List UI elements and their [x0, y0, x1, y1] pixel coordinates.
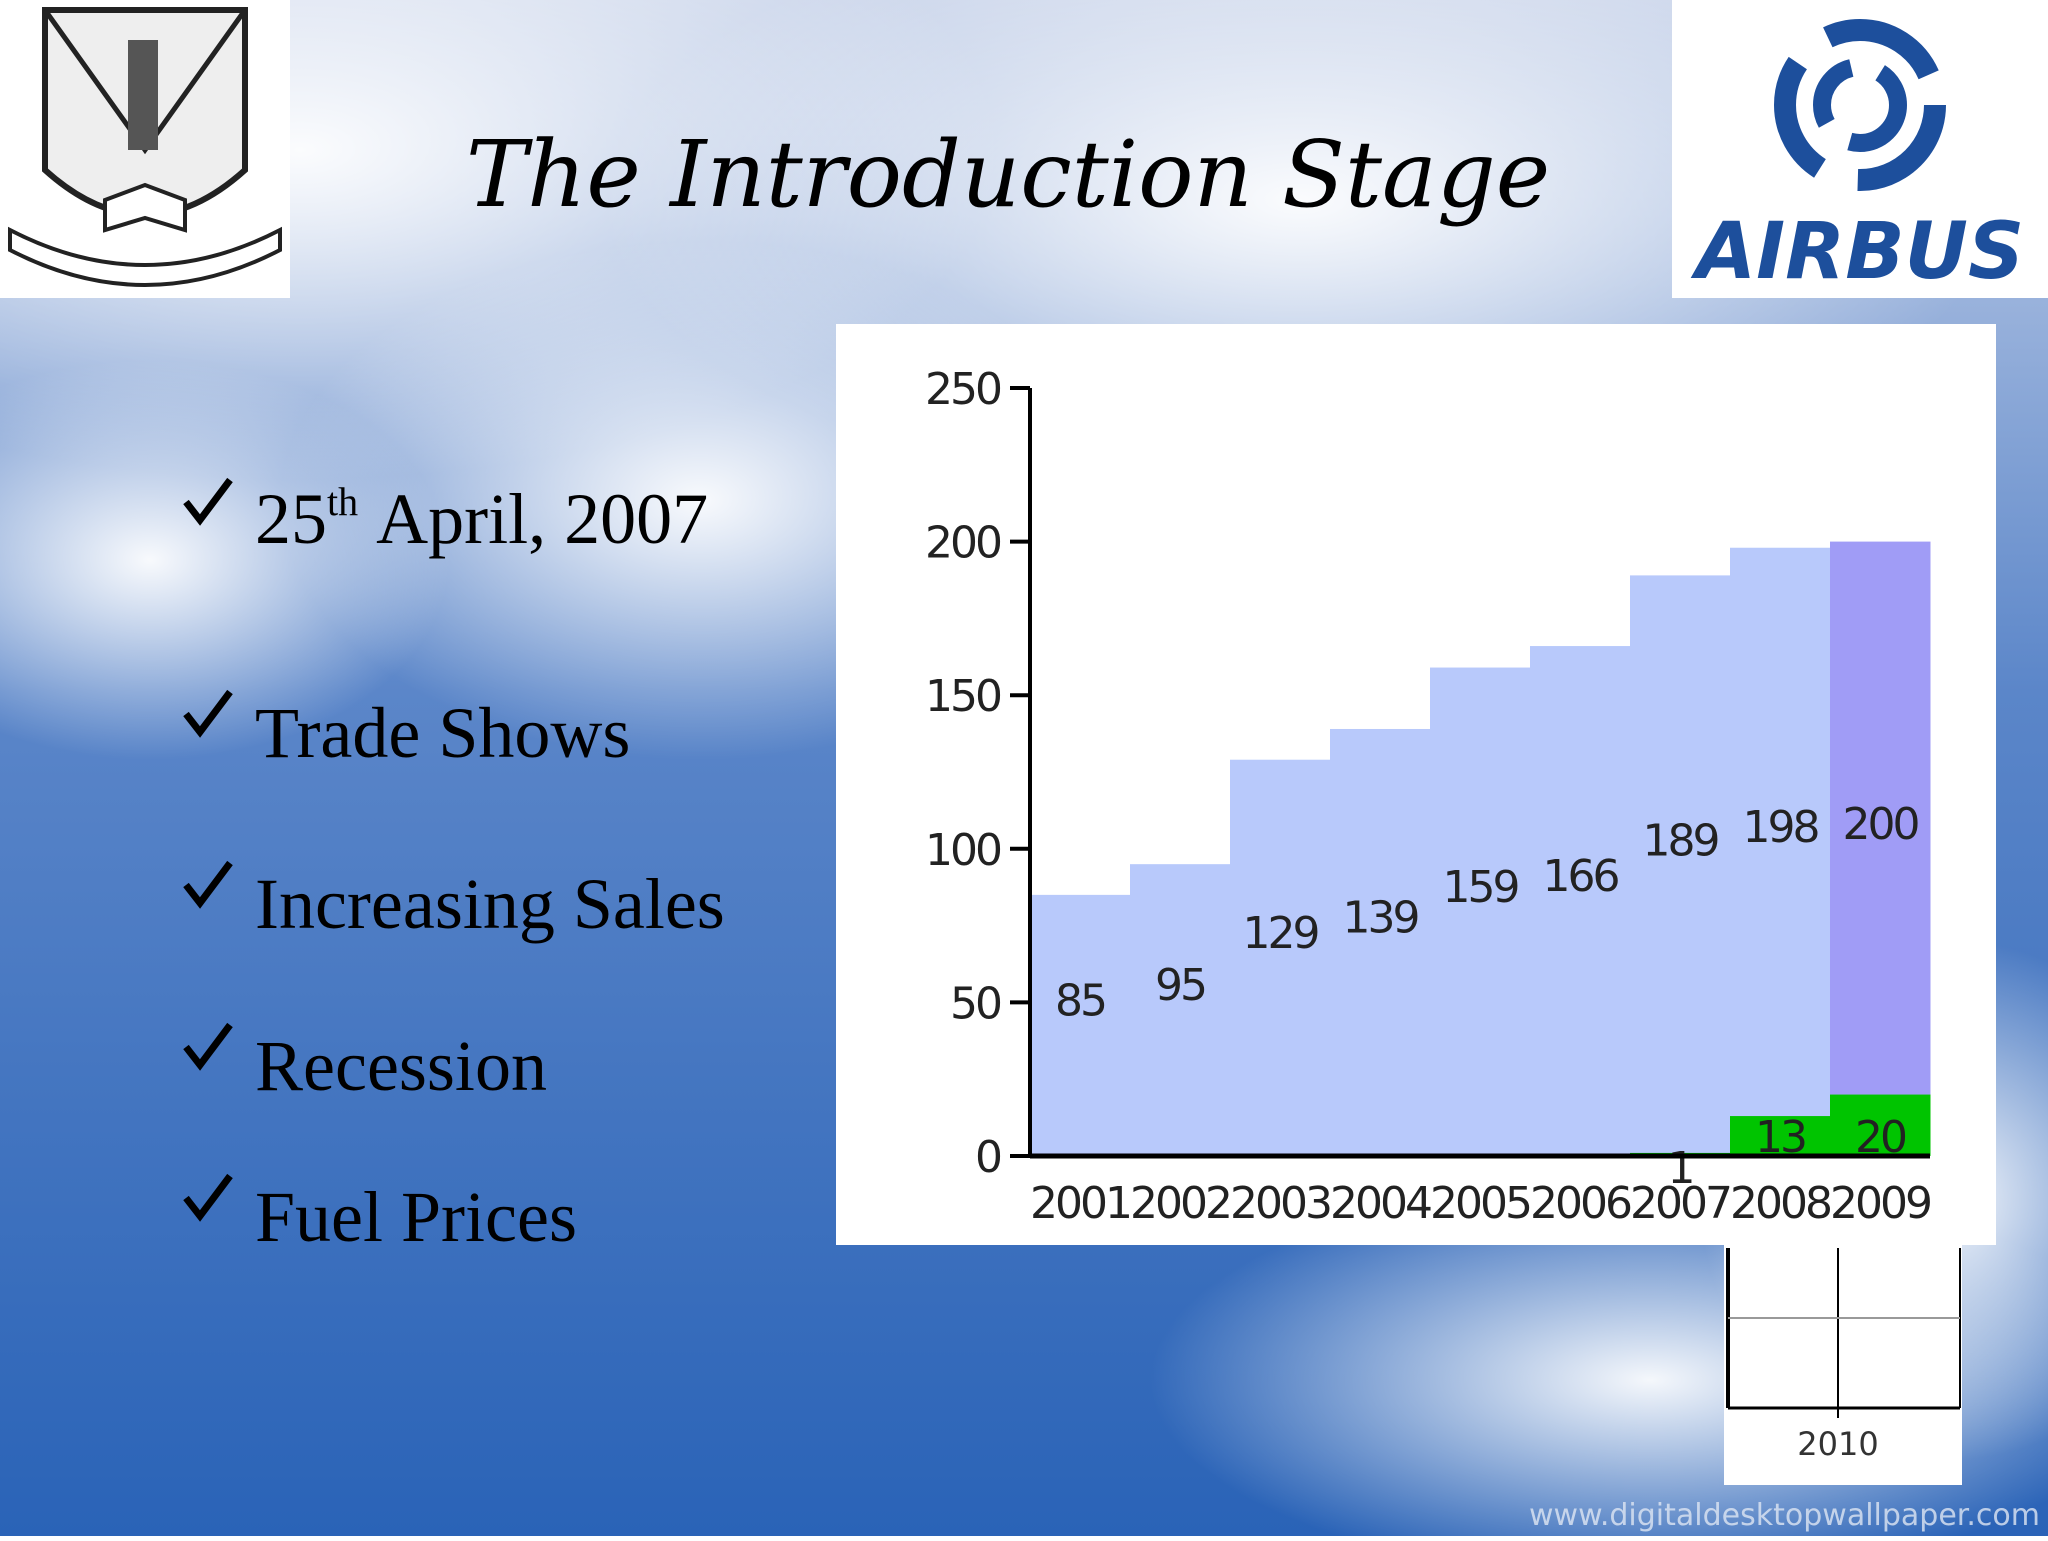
bar — [1830, 541, 1931, 1156]
y-tick-label: 200 — [925, 518, 1001, 569]
check-icon — [183, 1022, 233, 1071]
watermark: www.digitaldesktopwallpaper.com — [1529, 1498, 2040, 1533]
bar — [1130, 864, 1231, 1156]
bar — [1730, 1116, 1831, 1156]
bar — [1330, 728, 1431, 1156]
value-label: 166 — [1543, 851, 1619, 902]
y-tick-label: 100 — [925, 825, 1001, 876]
fragment-label: 2010 — [1797, 1425, 1878, 1463]
y-tick-label: 250 — [925, 364, 1001, 415]
bar — [1830, 1094, 1931, 1156]
value-label: 189 — [1643, 816, 1718, 867]
bar — [1630, 575, 1731, 1156]
crest-logo — [0, 0, 290, 298]
x-tick-label: 2009 — [1830, 1178, 1930, 1229]
x-tick-label: 2002 — [1130, 1178, 1230, 1229]
value-label: 95 — [1155, 960, 1205, 1011]
x-tick-label: 2005 — [1430, 1178, 1530, 1229]
bar — [1430, 667, 1531, 1156]
y-tick-label: 50 — [950, 978, 1001, 1029]
bullets: 25th April, 2007 Trade Shows Increasing S… — [183, 477, 725, 1257]
slide-title: The Introduction Stage — [466, 121, 1550, 228]
value-label: 85 — [1055, 975, 1105, 1026]
chart-fragment: 2010 — [1724, 1245, 1962, 1485]
suffix: th — [327, 479, 358, 524]
value-label: 200 — [1843, 799, 1919, 850]
bullet-text: 25th April, 2007 — [255, 479, 708, 559]
bar — [1230, 759, 1331, 1156]
day: 25 — [255, 479, 327, 559]
bullet-text: Trade Shows — [255, 693, 630, 773]
x-tick-label: 2006 — [1530, 1178, 1631, 1229]
bar — [1530, 646, 1631, 1156]
bullet-text: Increasing Sales — [255, 864, 725, 944]
bullet-text: Fuel Prices — [255, 1177, 577, 1257]
airbus-logo: AIRBUS — [1672, 0, 2048, 298]
rest: April, 2007 — [376, 479, 708, 559]
bar — [1030, 894, 1131, 1156]
check-icon — [183, 1173, 233, 1222]
bullet-text: Recession — [255, 1026, 547, 1106]
value-label: 1 — [1668, 1143, 1693, 1194]
x-tick-label: 2008 — [1730, 1178, 1830, 1229]
check-icon — [183, 860, 233, 909]
x-tick-label: 2003 — [1230, 1178, 1330, 1229]
x-tick-label: 2001 — [1030, 1178, 1130, 1229]
x-tick-label: 2007 — [1630, 1178, 1730, 1229]
y-tick-label: 150 — [925, 671, 1001, 722]
x-tick-label: 2004 — [1330, 1178, 1431, 1229]
value-label: 159 — [1443, 862, 1518, 913]
bar — [1730, 547, 1831, 1156]
value-label: 198 — [1743, 802, 1818, 853]
value-label: 139 — [1343, 892, 1418, 943]
check-icon — [183, 477, 233, 526]
y-tick-label: 0 — [975, 1132, 1001, 1183]
logo-text: AIRBUS — [1690, 207, 2024, 297]
value-label: 129 — [1243, 908, 1318, 959]
check-icon — [183, 689, 233, 738]
